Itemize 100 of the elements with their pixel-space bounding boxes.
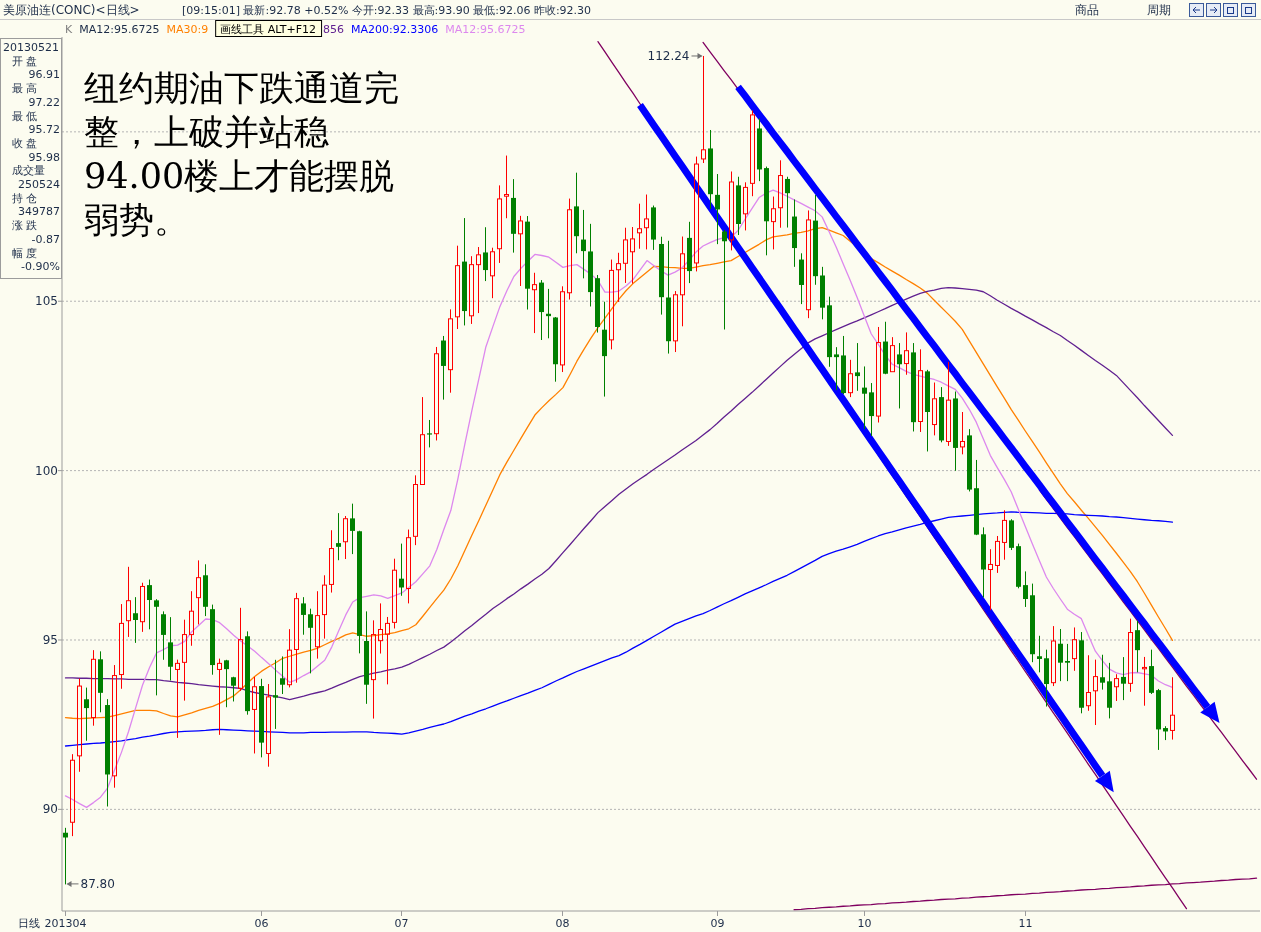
candlestick [918,348,923,433]
candlestick [848,359,853,398]
candlestick [427,419,432,448]
text: 成交量 250524 [12,163,60,191]
candlestick [680,236,685,327]
candlestick [196,559,201,625]
annotation: 纽约期油下跌通道完整，上破并站稳94.00楼上才能摆脱弱势。 [84,67,400,242]
candlestick [238,607,243,692]
text: 最 高 97.22 [12,81,60,109]
candlestick [301,597,306,635]
text: 画线工具 ALT+F12 [220,22,317,36]
y-tick-label: 90 [42,802,58,817]
candlestick [567,198,572,301]
candlestick [504,155,509,219]
y-tick-label: 105 [35,294,58,309]
candlestick [1100,654,1105,690]
annotation: 87.80 [80,876,115,891]
candlestick [147,579,152,630]
candlestick [869,383,874,436]
candlestick [806,209,811,319]
chart-title: 美原油连(CONC)<日线> [3,3,140,17]
x-tick-label: 06 [254,916,269,930]
candlestick [455,245,460,330]
candlestick [112,664,117,789]
candlestick [932,382,937,436]
candlestick [1058,628,1063,682]
candlestick [154,599,159,696]
candlestick [1128,618,1133,693]
candlestick [161,611,166,660]
text: 最 低 95.72 [12,109,60,136]
annotation: 112.24 [647,48,690,63]
candlestick [350,503,355,555]
candlestick [497,184,502,264]
candlestick [385,616,390,685]
x-tick-label: 09 [710,916,725,930]
candlestick [280,656,285,695]
candlestick [273,659,278,729]
candlestick [1114,673,1119,702]
candlestick [224,659,229,708]
candlestick [1065,643,1070,682]
candlestick [988,548,993,611]
text: 20130521 [3,40,59,54]
candlestick [1135,620,1140,673]
candlestick [399,543,404,596]
candlestick [84,687,89,741]
x-tick-label: 08 [555,916,570,930]
candlestick [1037,635,1042,673]
candlestick [722,229,727,330]
candlestick [532,272,537,334]
candlestick [862,366,867,430]
candlestick [315,590,320,660]
text: 商品 [1075,3,1099,17]
y-tick-label: 100 [35,463,58,478]
candlestick [581,209,586,279]
text: 856 [323,22,345,36]
candlestick [897,343,902,409]
candlestick [644,194,649,250]
candlestick [420,396,425,485]
candlestick [231,676,236,702]
chart-subtitle: [09:15:01] 最新:92.78 +0.52% 今开:92.33 最高:93.90 最低:92.06 昨收:92.30 [182,3,592,17]
candlestick [126,566,131,638]
candlestick [1170,676,1175,741]
x-tick-label: 07 [394,916,409,930]
candlestick [266,683,271,768]
candlestick [855,343,860,391]
candlestick [785,176,790,228]
candlestick [189,590,194,647]
candlestick [322,574,327,640]
candlestick [91,649,96,727]
candlestick [371,619,376,720]
candlestick [637,203,642,250]
candlestick [252,676,257,754]
candlestick [182,619,187,702]
text: 持 仓 349787 [12,191,60,218]
candlestick [834,347,839,391]
candlestick [70,753,75,837]
candlestick [448,308,453,394]
candlestick [308,608,313,674]
candlestick [1023,571,1028,607]
candlestick [1086,654,1091,712]
text: 开 盘 96.91 [12,54,60,81]
x-tick-label: 201304 [44,916,87,930]
candlestick [630,226,635,285]
text: MA200:92.3306 [351,22,439,36]
candlestick [483,227,488,282]
text: K [65,22,73,36]
candlestick [715,174,720,245]
candlestick [336,513,341,561]
candlestick [329,529,334,594]
candlestick [995,535,1000,574]
candlestick [1121,657,1126,701]
candlestick [1142,656,1147,707]
text: MA12:95.6725 [445,22,526,36]
candlestick [1093,659,1098,726]
x-tick-label: 10 [857,916,872,930]
text: MA30:9 [166,22,209,36]
candlestick [876,326,881,424]
candlestick [743,181,748,231]
candlestick [946,361,951,447]
candlestick [378,602,383,655]
